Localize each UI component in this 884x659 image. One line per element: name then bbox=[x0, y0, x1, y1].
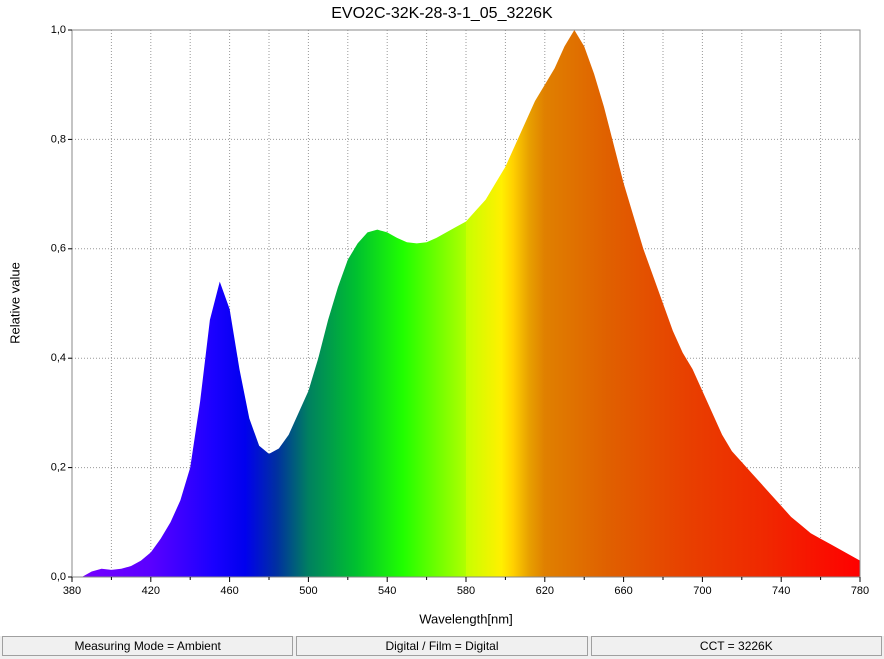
x-tick-label: 540 bbox=[378, 585, 396, 597]
y-tick-label: 0,6 bbox=[51, 243, 66, 255]
x-tick-label: 740 bbox=[772, 585, 790, 597]
y-tick-label: 1,0 bbox=[51, 24, 66, 36]
status-measuring-mode: Measuring Mode = Ambient bbox=[2, 636, 294, 656]
status-digital-film: Digital / Film = Digital bbox=[296, 636, 588, 656]
x-tick-label: 580 bbox=[457, 585, 475, 597]
x-tick-label: 700 bbox=[693, 585, 711, 597]
x-tick-label: 420 bbox=[142, 585, 160, 597]
x-tick-label: 620 bbox=[536, 585, 554, 597]
x-axis-label: Wavelength[nm] bbox=[419, 611, 512, 626]
y-tick-label: 0,8 bbox=[51, 133, 66, 145]
x-tick-label: 660 bbox=[614, 585, 632, 597]
y-tick-label: 0,0 bbox=[51, 571, 66, 583]
status-bar: Measuring Mode = Ambient Digital / Film … bbox=[0, 636, 884, 658]
x-tick-label: 380 bbox=[63, 585, 81, 597]
y-tick-label: 0,2 bbox=[51, 462, 66, 474]
y-axis-label: Relative value bbox=[7, 262, 22, 344]
x-tick-label: 780 bbox=[851, 585, 869, 597]
x-tick-label: 460 bbox=[220, 585, 238, 597]
y-tick-label: 0,4 bbox=[51, 352, 66, 364]
x-tick-label: 500 bbox=[299, 585, 317, 597]
spectrum-area bbox=[81, 30, 861, 577]
chart: EVO2C-32K-28-3-1_05_3226K Wavelength[nm]… bbox=[0, 0, 884, 636]
status-cct: CCT = 3226K bbox=[590, 636, 882, 656]
chart-title: EVO2C-32K-28-3-1_05_3226K bbox=[331, 5, 553, 22]
